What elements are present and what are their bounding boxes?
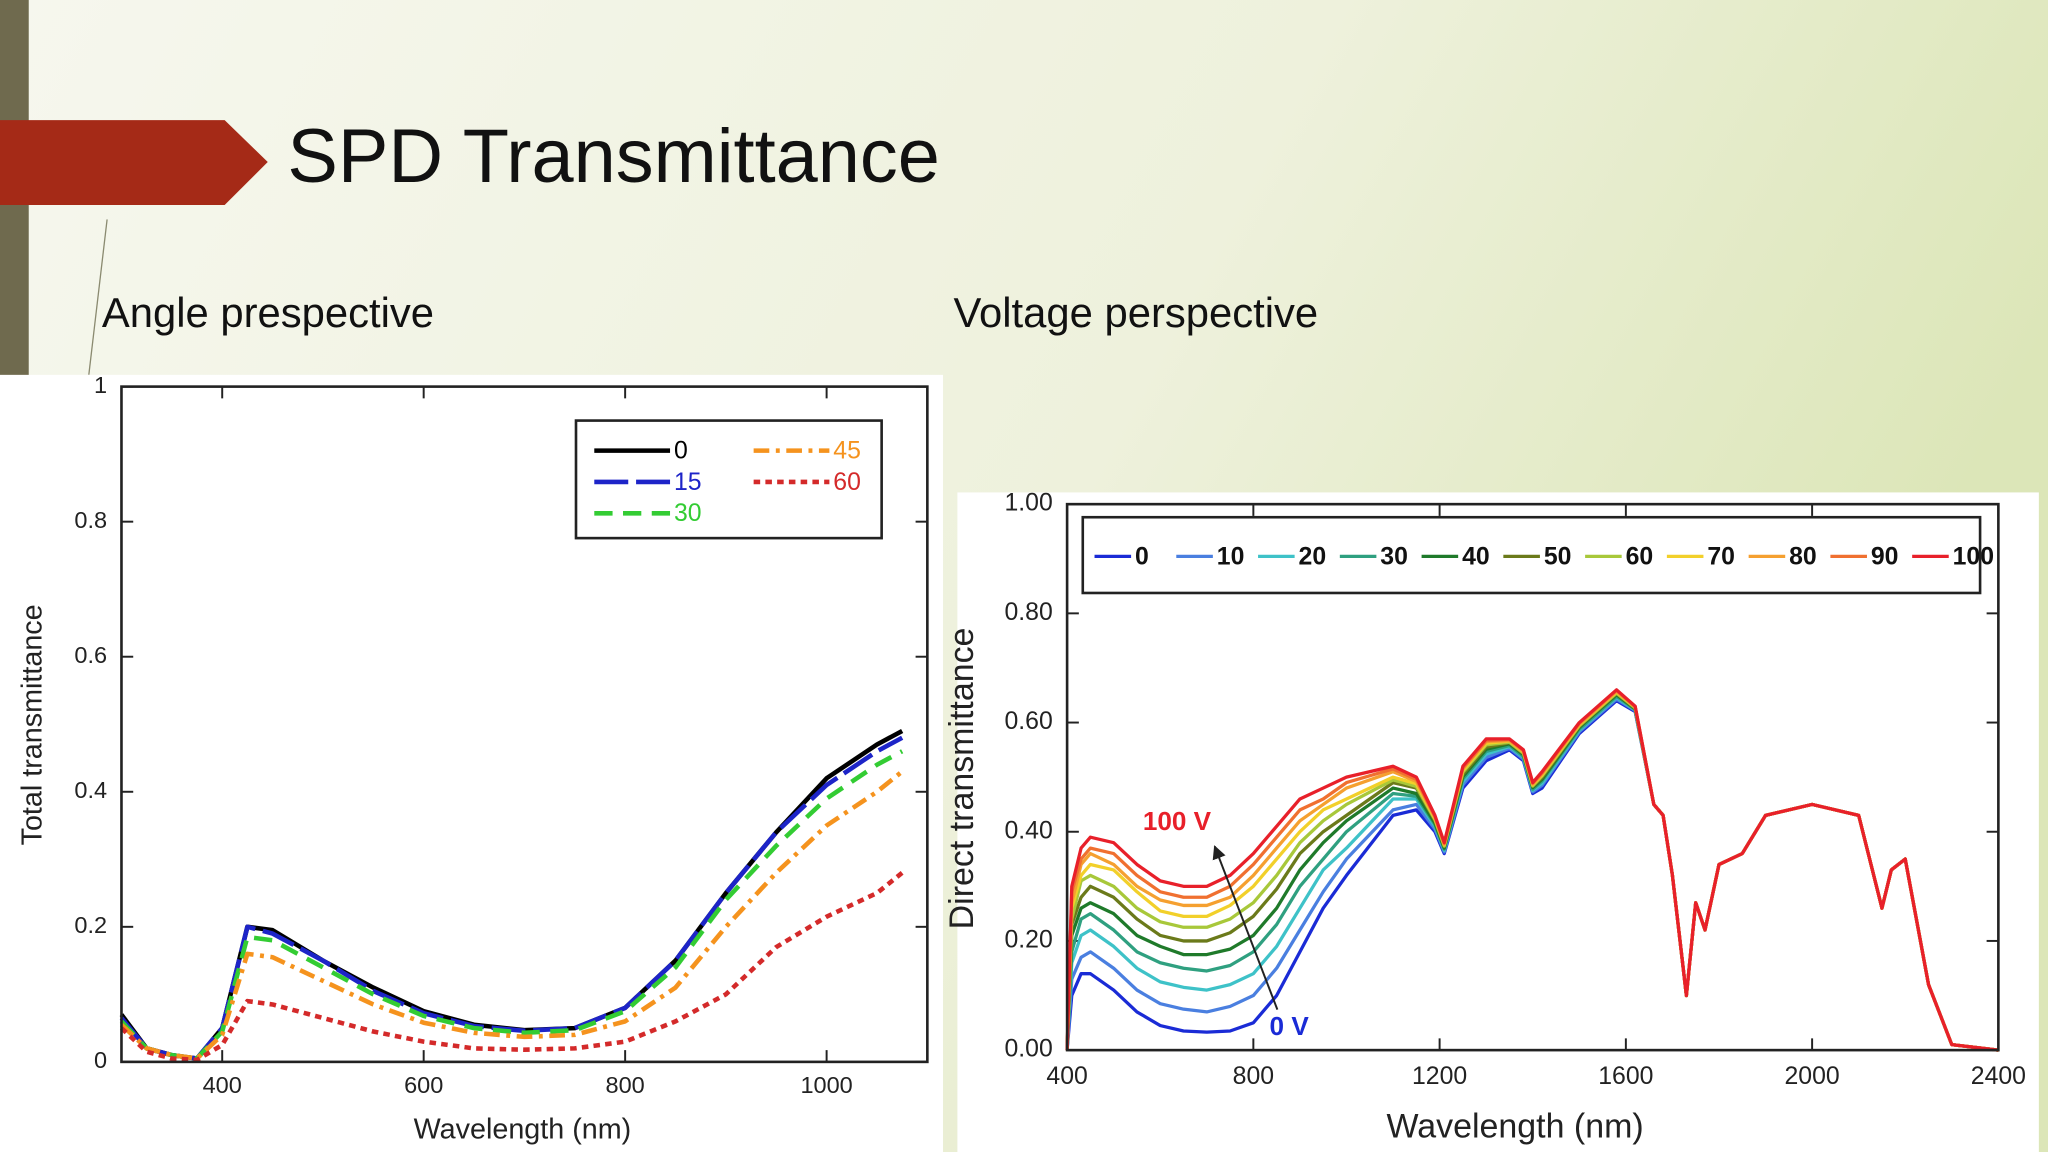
legend-label: 90 <box>1871 543 1899 570</box>
y-tick-label: 0.40 <box>1004 817 1052 844</box>
legend-label: 0 <box>674 437 688 464</box>
y-tick-label: 0.80 <box>1004 599 1052 626</box>
annotation: 100 V <box>1143 806 1212 836</box>
legend-label: 40 <box>1462 543 1490 570</box>
y-axis-title: Direct transmittance <box>943 628 981 930</box>
y-tick-label: 0.60 <box>1004 708 1052 735</box>
series-line <box>1065 688 1999 1052</box>
x-tick-label: 1200 <box>1412 1063 1467 1090</box>
slide-title: SPD Transmittance <box>287 114 940 199</box>
subtitle: Angle prespective <box>102 289 434 336</box>
x-tick-label: 2000 <box>1785 1063 1840 1090</box>
legend-label: 15 <box>674 469 702 496</box>
series-line <box>119 749 904 1061</box>
y-tick-label: 0.2 <box>74 912 107 938</box>
plot-frame <box>1065 502 2000 1052</box>
x-tick-label: 600 <box>404 1072 443 1098</box>
y-tick-label: 0.8 <box>74 507 107 533</box>
y-tick-label: 1 <box>94 372 107 398</box>
x-tick-label: 800 <box>606 1072 645 1098</box>
series-line <box>119 871 904 1063</box>
y-tick-label: 0 <box>94 1047 107 1073</box>
legend-label: 50 <box>1544 543 1572 570</box>
x-axis-title: Wavelength (nm) <box>1387 1107 1644 1145</box>
title-arrow <box>0 120 268 206</box>
legend-label: 60 <box>833 469 861 496</box>
legend-label: 60 <box>1626 543 1654 570</box>
legend-label: 0 <box>1135 543 1149 570</box>
x-tick-label: 400 <box>203 1072 242 1098</box>
annotation-arrow <box>1212 845 1279 1010</box>
legend-label: 30 <box>1380 543 1408 570</box>
subtitle: Voltage perspective <box>953 289 1318 336</box>
x-tick-label: 2400 <box>1971 1063 2026 1090</box>
legend-label: 80 <box>1789 543 1817 570</box>
legend-label: 20 <box>1299 543 1327 570</box>
legend-label: 45 <box>833 437 861 464</box>
y-tick-label: 0.6 <box>74 642 107 668</box>
x-axis-title: Wavelength (nm) <box>414 1114 632 1146</box>
y-tick-label: 0.00 <box>1004 1036 1052 1063</box>
annotation: 0 V <box>1270 1011 1310 1041</box>
legend-label: 100 <box>1953 543 1994 570</box>
legend-label: 10 <box>1217 543 1245 570</box>
legend-label: 70 <box>1707 543 1735 570</box>
legend-label: 30 <box>674 500 702 527</box>
chart-panel <box>957 492 2039 1152</box>
y-tick-label: 1.00 <box>1004 490 1052 517</box>
x-tick-label: 1000 <box>800 1072 852 1098</box>
y-axis-title: Total transmittance <box>17 604 49 845</box>
x-tick-label: 400 <box>1046 1063 1087 1090</box>
x-tick-label: 1600 <box>1598 1063 1653 1090</box>
y-tick-label: 0.20 <box>1004 926 1052 953</box>
legend-box <box>574 419 883 540</box>
y-tick-label: 0.4 <box>74 777 107 803</box>
decor-line <box>88 219 108 375</box>
x-tick-label: 800 <box>1233 1063 1274 1090</box>
plot-frame <box>120 385 929 1064</box>
